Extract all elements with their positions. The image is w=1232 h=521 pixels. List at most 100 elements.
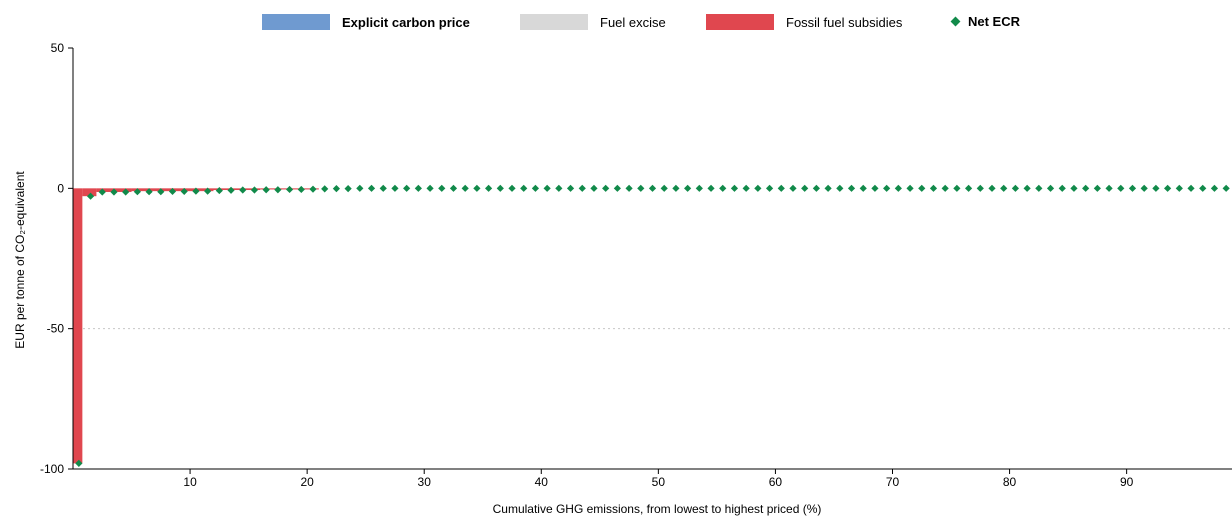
net-ecr-point-94 — [1175, 184, 1183, 192]
net-ecr-point-87 — [1093, 184, 1101, 192]
net-ecr-point-52 — [684, 184, 692, 192]
net-ecr-point-16 — [262, 186, 270, 194]
net-ecr-point-18 — [285, 185, 294, 194]
y-tick-label: 0 — [57, 181, 64, 195]
net-ecr-point-84 — [1058, 184, 1066, 192]
net-ecr-point-48 — [637, 184, 645, 192]
net-ecr-point-1 — [86, 192, 95, 200]
net-ecr-point-5 — [133, 188, 141, 196]
x-tick-label: 50 — [652, 475, 666, 489]
net-ecr-point-78 — [988, 184, 996, 192]
net-ecr-point-41 — [555, 184, 563, 192]
net-ecr-point-64 — [824, 184, 832, 192]
net-ecr-point-21 — [321, 185, 329, 193]
net-ecr-point-28 — [403, 184, 411, 192]
net-ecr-point-0 — [75, 459, 83, 467]
net-ecr-point-81 — [1023, 184, 1031, 192]
net-ecr-point-14 — [239, 186, 247, 194]
net-ecr-point-12 — [215, 186, 223, 195]
net-ecr-point-25 — [367, 184, 376, 192]
net-ecr-point-8 — [168, 187, 177, 196]
net-ecr-point-32 — [449, 184, 458, 192]
net-ecr-point-39 — [531, 184, 540, 192]
net-ecr-point-70 — [894, 184, 902, 192]
x-tick-label: 70 — [886, 475, 900, 489]
net-ecr-point-57 — [742, 184, 750, 192]
net-ecr-point-50 — [660, 184, 668, 192]
net-ecr-point-55 — [719, 184, 727, 192]
bar-fossil-fuel-subsidies-1 — [82, 188, 97, 197]
net-ecr-point-74 — [941, 184, 949, 192]
net-ecr-point-85 — [1070, 184, 1078, 192]
x-axis-label: Cumulative GHG emissions, from lowest to… — [492, 502, 822, 516]
net-ecr-point-33 — [461, 184, 469, 192]
x-tick-label: 90 — [1120, 475, 1134, 489]
net-ecr-point-89 — [1117, 184, 1125, 192]
x-tick-label: 20 — [300, 475, 314, 489]
net-ecr-point-96 — [1199, 184, 1207, 192]
net-ecr-point-83 — [1046, 184, 1055, 192]
net-ecr-point-49 — [648, 184, 657, 192]
legend-label-fuel-excise: Fuel excise — [600, 14, 666, 30]
x-tick-label: 80 — [1003, 475, 1017, 489]
net-ecr-point-44 — [590, 184, 598, 192]
legend-swatch-fossil-fuel-subsidies — [706, 14, 774, 30]
y-tick-label: 50 — [51, 41, 65, 55]
y-tick-label: -50 — [47, 322, 65, 336]
net-ecr-point-9 — [180, 187, 188, 196]
net-ecr-point-45 — [602, 184, 610, 192]
net-ecr-point-13 — [227, 186, 235, 194]
y-tick-label: -100 — [40, 462, 64, 476]
legend-label-net-ecr: Net ECR — [968, 14, 1021, 29]
bar-fossil-fuel-subsidies-0 — [73, 188, 83, 464]
net-ecr-point-90 — [1128, 184, 1137, 192]
net-ecr-point-58 — [754, 184, 762, 192]
net-ecr-point-4 — [122, 188, 130, 196]
legend-label-fossil-fuel-subsidies: Fossil fuel subsidies — [786, 14, 903, 30]
bar-fossil-fuel-subsidies-4 — [213, 188, 261, 191]
y-axis-label: EUR per tonne of CO₂-equivalent — [13, 171, 27, 349]
net-ecr-point-15 — [250, 186, 259, 194]
net-ecr-point-56 — [730, 184, 739, 192]
net-ecr-point-2 — [98, 188, 106, 196]
net-ecr-point-31 — [438, 184, 446, 192]
net-ecr-point-10 — [192, 187, 200, 195]
legend-item-fuel-excise: Fuel excise — [520, 14, 666, 30]
legend-item-net-ecr: Net ECR — [950, 14, 1021, 29]
net-ecr-point-53 — [695, 184, 703, 192]
net-ecr-point-73 — [929, 184, 938, 192]
net-ecr-point-95 — [1187, 184, 1195, 192]
net-ecr-point-38 — [520, 184, 528, 192]
net-ecr-point-59 — [765, 184, 774, 192]
net-ecr-point-69 — [883, 184, 891, 192]
net-ecr-point-65 — [836, 184, 844, 192]
net-ecr-point-36 — [496, 184, 504, 192]
net-ecr-point-23 — [344, 185, 352, 193]
net-ecr-point-98 — [1222, 184, 1230, 192]
net-ecr-point-22 — [332, 185, 341, 193]
legend-label-explicit-carbon-price: Explicit carbon price — [342, 14, 470, 30]
net-ecr-point-92 — [1152, 184, 1160, 192]
net-ecr-point-40 — [543, 184, 551, 192]
x-tick-label: 10 — [183, 475, 197, 489]
net-ecr-point-51 — [672, 184, 680, 192]
net-ecr-point-24 — [356, 184, 364, 192]
net-ecr-point-54 — [707, 184, 715, 192]
net-ecr-point-27 — [391, 184, 399, 192]
net-ecr-point-82 — [1035, 184, 1043, 192]
net-ecr-point-11 — [204, 187, 212, 195]
legend-item-fossil-fuel-subsidies: Fossil fuel subsidies — [706, 14, 902, 30]
net-ecr-point-47 — [625, 184, 633, 192]
net-ecr-point-76 — [964, 184, 973, 192]
legend-item-explicit-carbon-price: Explicit carbon price — [262, 14, 470, 30]
net-ecr-point-66 — [847, 184, 856, 192]
net-ecr-point-62 — [801, 184, 809, 192]
x-tick-label: 60 — [769, 475, 783, 489]
net-ecr-point-6 — [145, 188, 153, 196]
x-tick-label: 30 — [418, 475, 432, 489]
net-ecr-point-19 — [297, 185, 305, 194]
net-ecr-point-7 — [157, 188, 165, 196]
x-tick-label: 40 — [535, 475, 549, 489]
net-ecr-point-79 — [1000, 184, 1008, 192]
net-ecr-point-43 — [578, 184, 586, 192]
